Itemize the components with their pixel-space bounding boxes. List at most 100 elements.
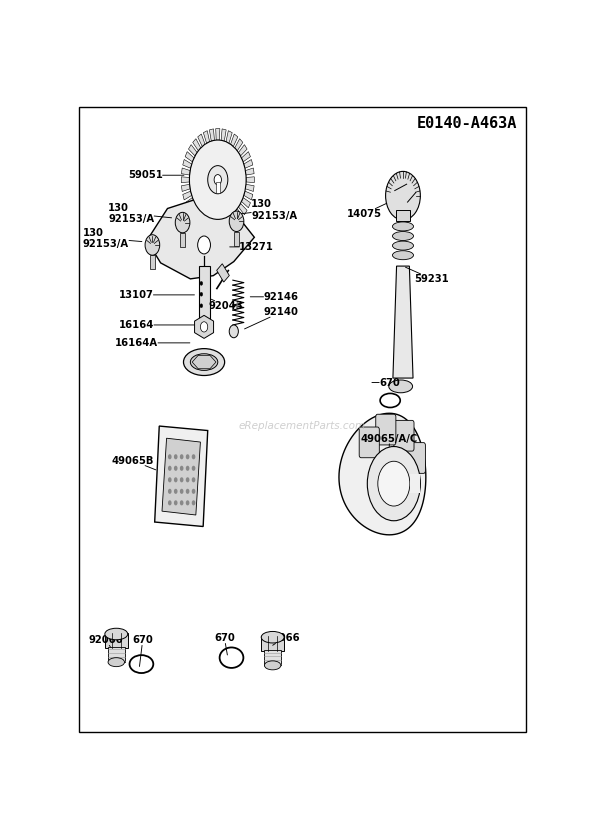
Polygon shape: [241, 198, 250, 208]
Bar: [261, 636, 284, 652]
Text: 92140: 92140: [244, 307, 299, 329]
Circle shape: [229, 325, 238, 337]
Polygon shape: [216, 219, 220, 231]
Text: 16164: 16164: [119, 320, 195, 330]
Polygon shape: [147, 199, 254, 279]
Polygon shape: [209, 219, 214, 230]
Ellipse shape: [105, 628, 127, 640]
Polygon shape: [188, 145, 197, 156]
Text: 49065B: 49065B: [112, 455, 156, 470]
Polygon shape: [204, 130, 209, 143]
Circle shape: [192, 500, 195, 505]
Circle shape: [180, 465, 183, 471]
Polygon shape: [183, 191, 192, 200]
Text: 670: 670: [132, 636, 153, 666]
Ellipse shape: [261, 632, 284, 643]
Circle shape: [168, 477, 172, 482]
Bar: [150, 255, 155, 269]
Polygon shape: [226, 216, 232, 229]
Ellipse shape: [392, 222, 414, 231]
Polygon shape: [410, 474, 420, 494]
Polygon shape: [221, 129, 226, 141]
Text: 92043: 92043: [209, 299, 243, 311]
Circle shape: [201, 322, 208, 332]
FancyBboxPatch shape: [359, 427, 379, 458]
Polygon shape: [195, 315, 214, 338]
Circle shape: [198, 236, 211, 254]
Circle shape: [192, 489, 195, 494]
Circle shape: [186, 477, 189, 482]
Polygon shape: [244, 160, 253, 168]
Circle shape: [200, 293, 203, 296]
Text: 14075: 14075: [347, 204, 386, 219]
Ellipse shape: [108, 657, 124, 666]
Bar: [108, 647, 124, 662]
Circle shape: [192, 477, 195, 482]
Polygon shape: [185, 151, 194, 162]
Circle shape: [214, 175, 221, 184]
FancyBboxPatch shape: [394, 420, 414, 451]
Polygon shape: [188, 204, 197, 214]
Polygon shape: [185, 198, 194, 208]
Bar: [180, 233, 185, 247]
Circle shape: [192, 465, 195, 471]
Circle shape: [200, 304, 203, 307]
Circle shape: [208, 165, 228, 194]
Polygon shape: [393, 266, 413, 378]
Polygon shape: [198, 134, 205, 146]
Text: 13271: 13271: [230, 242, 274, 252]
Circle shape: [180, 500, 183, 505]
Polygon shape: [198, 213, 205, 225]
Circle shape: [180, 477, 183, 482]
Text: E0140-A463A: E0140-A463A: [417, 116, 517, 130]
Circle shape: [174, 500, 178, 505]
Circle shape: [168, 465, 172, 471]
Polygon shape: [246, 177, 254, 183]
Polygon shape: [245, 184, 254, 191]
Polygon shape: [182, 184, 190, 191]
Circle shape: [174, 455, 178, 460]
Ellipse shape: [392, 232, 414, 240]
Bar: [217, 263, 230, 282]
Text: 130
92153/A: 130 92153/A: [234, 199, 297, 220]
Polygon shape: [193, 139, 201, 150]
Polygon shape: [339, 413, 426, 535]
Circle shape: [386, 171, 420, 220]
Bar: [105, 632, 127, 648]
Circle shape: [168, 500, 172, 505]
Text: 92066: 92066: [266, 633, 300, 646]
Circle shape: [229, 211, 244, 232]
Polygon shape: [216, 129, 220, 140]
Bar: [264, 650, 281, 666]
Text: 670: 670: [372, 377, 400, 387]
Bar: [396, 209, 410, 221]
Text: 59051: 59051: [127, 170, 184, 180]
Circle shape: [180, 455, 183, 460]
Circle shape: [174, 465, 178, 471]
Circle shape: [200, 282, 203, 285]
Text: 49065/A/C: 49065/A/C: [361, 434, 418, 446]
Polygon shape: [245, 168, 254, 175]
Circle shape: [186, 489, 189, 494]
Circle shape: [186, 465, 189, 471]
Text: 130
92153/A: 130 92153/A: [83, 228, 142, 249]
Circle shape: [186, 455, 189, 460]
Circle shape: [175, 213, 190, 233]
Ellipse shape: [389, 380, 412, 393]
Bar: [199, 266, 209, 318]
Text: 59231: 59231: [405, 268, 449, 284]
Circle shape: [368, 446, 420, 521]
Circle shape: [174, 489, 178, 494]
Polygon shape: [181, 177, 189, 183]
Polygon shape: [204, 216, 209, 229]
Polygon shape: [162, 438, 201, 515]
Text: eReplacementParts.com: eReplacementParts.com: [239, 421, 366, 431]
Ellipse shape: [392, 251, 414, 260]
Polygon shape: [238, 204, 247, 214]
Polygon shape: [235, 139, 243, 150]
Polygon shape: [231, 134, 238, 146]
Circle shape: [189, 140, 246, 219]
Polygon shape: [241, 151, 250, 162]
Text: 13107: 13107: [119, 290, 195, 300]
Text: 16164A: 16164A: [115, 338, 190, 348]
